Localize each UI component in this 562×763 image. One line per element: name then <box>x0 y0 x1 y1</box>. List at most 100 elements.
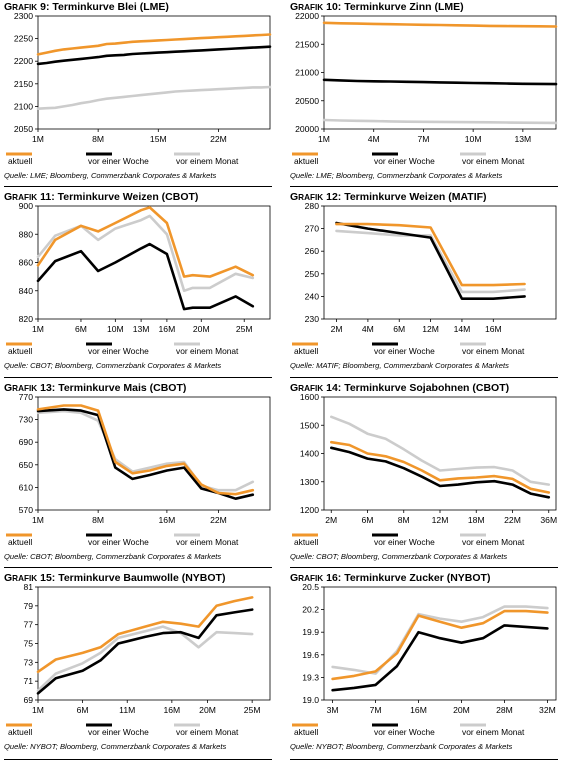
plot-frame <box>323 15 557 130</box>
y-tick-label: 22000 <box>295 11 319 21</box>
legend-label: vor einem Monat <box>176 537 239 547</box>
x-tick-label: 8M <box>92 515 104 525</box>
y-tick-label: 19.3 <box>302 672 319 682</box>
series-line-vor-einem-monat <box>331 605 549 675</box>
x-tick-label: 8M <box>398 515 410 525</box>
chart-svg: GRAFIK 10: Terminkurve Zinn (LME) 20000 20… <box>290 1 558 180</box>
chart-title: GRAFIK 11: Terminkurve Weizen (CBOT) <box>4 191 198 203</box>
chart-title: GRAFIK 15: Terminkurve Baumwolle (NYBOT) <box>4 572 225 584</box>
y-tick-label: 2300 <box>14 11 33 21</box>
chart-title-prefix: G <box>4 572 12 584</box>
y-tick-label: 19.0 <box>302 695 319 705</box>
y-tick-label: 2200 <box>14 56 33 66</box>
panel-divider <box>290 377 558 378</box>
x-tick-label: 10M <box>107 324 124 334</box>
plot-frame <box>37 15 271 130</box>
series-line-aktuell <box>329 440 551 494</box>
legend-label: aktuell <box>294 537 318 547</box>
chart-title: GRAFIK 10: Terminkurve Zinn (LME) <box>290 1 464 13</box>
legend-label: vor einem Monat <box>462 537 525 547</box>
panel-divider <box>4 567 272 568</box>
y-tick-label: 19.9 <box>302 627 319 637</box>
y-tick-label: 21500 <box>295 39 319 49</box>
chart-title: GRAFIK 12: Terminkurve Weizen (MATIF) <box>290 191 487 203</box>
x-tick-label: 1M <box>32 324 44 334</box>
chart-title-number: 12: <box>323 191 344 203</box>
x-tick-label: 16M <box>163 705 180 715</box>
chart-svg: GRAFIK 12: Terminkurve Weizen (MATIF) 230… <box>290 191 557 370</box>
chart-title-text: Terminkurve Mais (CBOT) <box>58 382 186 394</box>
y-tick-label: 1300 <box>300 477 319 487</box>
chart-panel-11: GRAFIK 11: Terminkurve Weizen (CBOT) 820 8… <box>4 190 279 378</box>
y-tick-label: 570 <box>19 505 34 515</box>
legend-label: vor einem Monat <box>462 156 525 166</box>
x-tick-label: 1M <box>318 134 330 144</box>
x-tick-label: 6M <box>393 324 405 334</box>
x-tick-label: 3M <box>327 705 339 715</box>
y-tick-label: 20500 <box>295 96 319 106</box>
x-tick-label: 6M <box>362 515 374 525</box>
chart-title-prefix: G <box>290 1 298 13</box>
chart-title-text: Terminkurve Weizen (MATIF) <box>344 191 486 203</box>
chart-title-prefix-rest: RAFIK <box>12 574 37 583</box>
y-tick-label: 1400 <box>300 449 319 459</box>
x-tick-label: 7M <box>370 705 382 715</box>
legend-label: vor einer Woche <box>374 346 435 356</box>
chart-svg: GRAFIK 15: Terminkurve Baumwolle (NYBOT)… <box>4 572 271 751</box>
legend-label: vor einer Woche <box>374 537 435 547</box>
legend-label: vor einem Monat <box>462 346 525 356</box>
legend-label: aktuell <box>8 727 32 737</box>
panel-divider <box>4 186 272 187</box>
series-line-aktuell <box>36 596 254 674</box>
y-tick-label: 77 <box>23 620 33 630</box>
x-tick-label: 13M <box>514 134 531 144</box>
chart-title-number: 11: <box>37 191 57 203</box>
y-tick-label: 2100 <box>14 101 33 111</box>
series-line-aktuell <box>36 206 255 278</box>
chart-panel-9: GRAFIK 9: Terminkurve Blei (LME) 2050 2100… <box>4 0 279 188</box>
series-line-vor-einer-woche <box>329 446 551 499</box>
legend-label: vor einer Woche <box>88 537 149 547</box>
series-line-vor-einem-monat <box>322 118 558 125</box>
x-tick-label: 2M <box>331 324 343 334</box>
series-line-vor-einer-woche <box>36 45 272 66</box>
x-tick-label: 22M <box>210 515 227 525</box>
x-tick-label: 16M <box>159 324 176 334</box>
series-line-vor-einer-woche <box>335 221 526 300</box>
y-tick-label: 20000 <box>295 124 319 134</box>
chart-source: Quelle: MATIF; Bloomberg, Commerzbank Co… <box>290 361 509 370</box>
x-tick-label: 7M <box>417 134 429 144</box>
panel-divider <box>4 377 272 378</box>
panel-divider <box>290 759 558 760</box>
series-line-vor-einer-woche <box>36 242 255 311</box>
y-tick-label: 770 <box>19 392 34 402</box>
series-line-vor-einem-monat <box>36 85 272 110</box>
series-line-vor-einer-woche <box>331 624 549 692</box>
chart-panel-10: GRAFIK 10: Terminkurve Zinn (LME) 20000 20… <box>290 0 562 188</box>
x-tick-label: 14M <box>454 324 471 334</box>
chart-title-prefix: G <box>4 1 12 13</box>
chart-panel-13: GRAFIK 13: Terminkurve Mais (CBOT) 570 610… <box>4 381 279 569</box>
chart-svg: GRAFIK 13: Terminkurve Mais (CBOT) 570 610… <box>4 382 271 561</box>
chart-title-prefix: G <box>4 382 12 394</box>
chart-title-text: Terminkurve Sojabohnen (CBOT) <box>344 382 509 394</box>
y-tick-label: 20.2 <box>302 605 319 615</box>
y-tick-label: 900 <box>19 201 34 211</box>
chart-title-number: 10: <box>323 1 344 13</box>
y-tick-label: 880 <box>19 229 34 239</box>
x-tick-label: 15M <box>150 134 167 144</box>
chart-svg: GRAFIK 9: Terminkurve Blei (LME) 2050 2100… <box>4 1 272 180</box>
chart-title-prefix-rest: RAFIK <box>12 384 37 393</box>
y-tick-label: 79 <box>23 601 33 611</box>
chart-svg: GRAFIK 11: Terminkurve Weizen (CBOT) 820 8… <box>4 191 271 370</box>
series-line-vor-einem-monat <box>36 214 255 293</box>
panel-divider <box>290 186 558 187</box>
y-tick-label: 840 <box>19 286 34 296</box>
chart-title-prefix: G <box>4 191 12 203</box>
x-tick-label: 13M <box>133 324 150 334</box>
y-tick-label: 820 <box>19 314 34 324</box>
chart-title: GRAFIK 16: Terminkurve Zucker (NYBOT) <box>290 572 490 584</box>
legend-label: vor einem Monat <box>462 727 525 737</box>
series-line-vor-einem-monat <box>335 229 526 294</box>
chart-panel-15: GRAFIK 15: Terminkurve Baumwolle (NYBOT)… <box>4 571 279 759</box>
